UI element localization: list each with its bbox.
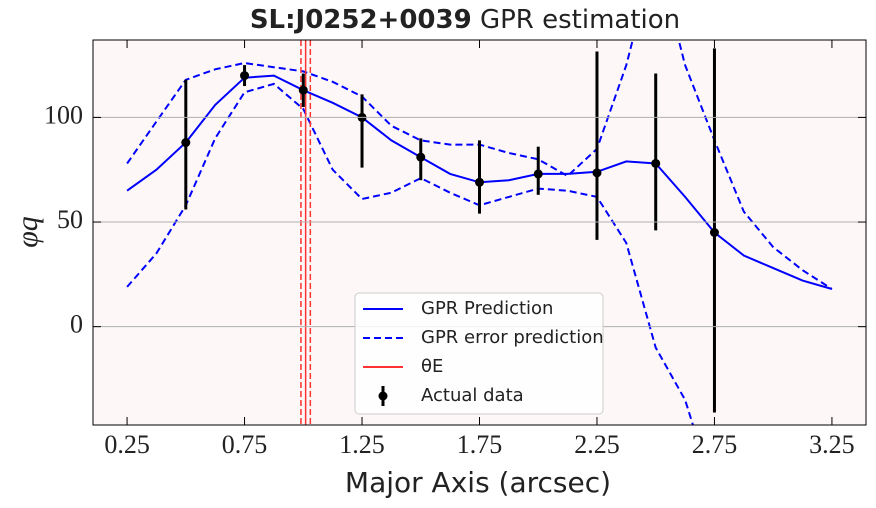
- x-tick-label: 2.75: [692, 430, 738, 459]
- x-tick-label: 0.25: [104, 430, 150, 459]
- x-tick-label: 1.25: [339, 430, 385, 459]
- legend-label: GPR error prediction: [421, 327, 604, 348]
- x-tick-label: 2.25: [574, 430, 620, 459]
- data-point: [592, 168, 602, 178]
- x-tick-label: 0.75: [222, 430, 268, 459]
- data-point: [709, 228, 719, 237]
- title-text: GPR estimation: [480, 5, 680, 35]
- title-bold: SL:J0252+0039: [250, 5, 472, 35]
- series-line: [126, 82, 694, 425]
- data-point: [651, 158, 661, 168]
- plot: [126, 40, 833, 425]
- y-axis-label: φq: [11, 216, 44, 248]
- data-point: [181, 138, 191, 148]
- chart-title: SL:J0252+0039 GPR estimation: [250, 5, 680, 35]
- x-tick-label: 3.25: [809, 430, 855, 459]
- data-point: [475, 177, 484, 187]
- legend-label: θE: [421, 356, 443, 377]
- x-axis-label: Major Axis (arcsec): [345, 466, 611, 499]
- x-tick-label: 1.75: [457, 430, 503, 459]
- legend-box: [354, 292, 604, 415]
- data-point: [533, 169, 543, 179]
- data-point: [298, 85, 308, 95]
- y-tick-label: 0: [70, 310, 83, 339]
- y-tick-label: 50: [57, 205, 83, 234]
- legend-label: GPR Prediction: [421, 298, 553, 319]
- data-point: [240, 71, 250, 81]
- legend-label: Actual data: [421, 385, 524, 406]
- plot-frame: [92, 39, 867, 426]
- data-point: [416, 152, 426, 162]
- legend-swatch: [378, 391, 388, 401]
- y-tick-label: 100: [44, 100, 83, 129]
